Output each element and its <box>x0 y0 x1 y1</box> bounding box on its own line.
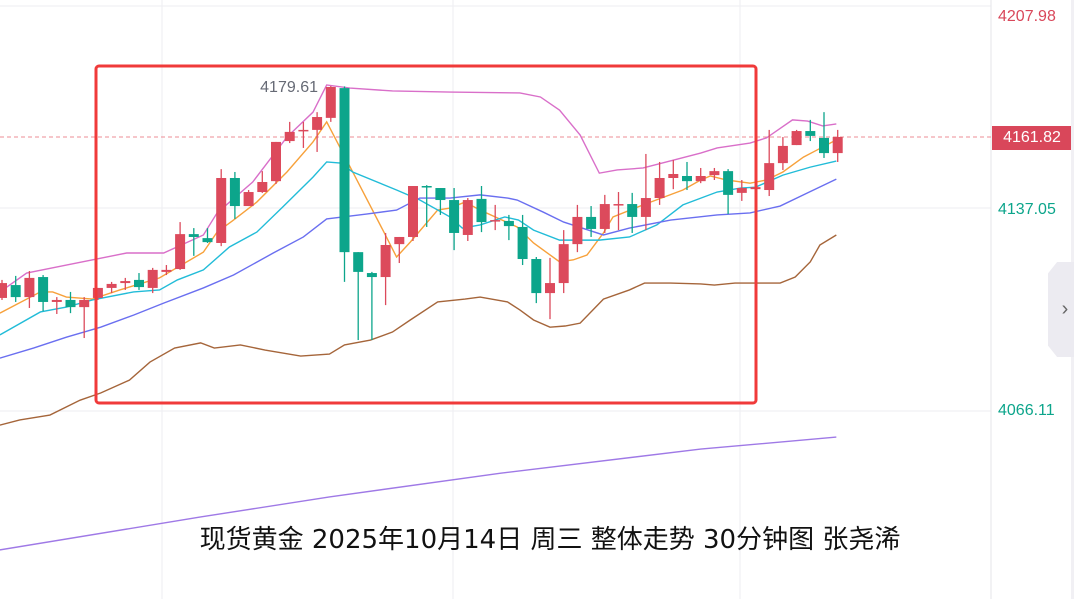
candle-body <box>627 204 638 217</box>
candle-body <box>695 175 706 182</box>
candle-body <box>147 269 158 288</box>
candle-body <box>134 279 144 288</box>
candle-body <box>449 200 460 233</box>
indicator-line <box>0 436 837 551</box>
candle-body <box>668 173 679 178</box>
candle-body <box>10 285 21 298</box>
candle-body <box>216 177 227 243</box>
candle-body <box>723 171 734 195</box>
candle-body <box>175 234 186 270</box>
candle-body <box>106 283 117 288</box>
candle-body <box>805 131 816 136</box>
candle-body <box>92 287 103 298</box>
candle-body <box>709 171 720 176</box>
candle-body <box>517 226 528 260</box>
price-axis-label: 4137.05 <box>998 201 1056 218</box>
candle-body <box>558 244 569 284</box>
last-price-badge: 4161.82 <box>992 126 1072 150</box>
candle-body <box>257 182 268 193</box>
candle-body <box>284 131 295 142</box>
candle-body <box>421 186 432 188</box>
candle-body <box>736 188 747 193</box>
candle-body <box>819 137 829 154</box>
candle-body <box>202 238 213 243</box>
candle-body <box>503 220 514 227</box>
candle-body <box>353 252 364 272</box>
candle-body <box>586 216 597 229</box>
candle-body <box>408 186 418 237</box>
candle-body <box>394 236 405 245</box>
candle-body <box>640 198 651 217</box>
chevron-right-icon: › <box>1061 298 1069 320</box>
candle-body <box>435 188 446 201</box>
high-price-annotation: 4179.61 <box>260 79 318 96</box>
indicator-line <box>0 234 837 426</box>
candle-body <box>51 299 62 302</box>
candle-body <box>599 204 610 229</box>
candle-body <box>229 177 240 207</box>
candle-body <box>462 200 473 235</box>
candle-body <box>339 88 350 253</box>
candle-body <box>312 117 323 130</box>
candle-body <box>271 141 281 182</box>
candle-body <box>380 244 391 278</box>
price-axis-label: 4066.11 <box>998 402 1055 419</box>
candle-body <box>531 259 542 294</box>
candle-body <box>654 177 665 199</box>
candle-body <box>24 277 35 298</box>
candle-body <box>476 198 487 223</box>
candle-body <box>188 234 199 237</box>
candle-body <box>682 175 692 182</box>
candle-body <box>161 269 172 272</box>
highlight-box <box>94 64 758 405</box>
candle-body <box>366 273 377 278</box>
expand-panel-button[interactable]: › <box>1048 262 1074 357</box>
candle-body <box>120 281 131 284</box>
candle-body <box>79 299 90 308</box>
candle-body <box>0 283 7 298</box>
indicator-line <box>0 84 837 293</box>
candle-body <box>38 277 49 302</box>
candle-body <box>298 129 309 132</box>
candle-body <box>572 216 583 245</box>
candle-body <box>764 163 775 191</box>
candle-body <box>243 192 254 207</box>
chart-caption: 现货黄金 2025年10月14日 周三 整体走势 30分钟图 张尧浠 <box>199 525 901 555</box>
price-axis-label: 4207.98 <box>998 8 1056 25</box>
candle-body <box>791 131 802 146</box>
candle-body <box>490 220 501 222</box>
candle-body <box>65 299 76 308</box>
candle-body <box>325 86 336 118</box>
candle-body <box>777 145 788 164</box>
candle-body <box>613 204 624 206</box>
candle-body <box>545 283 555 294</box>
candle-body <box>832 137 843 154</box>
indicator-line <box>0 160 837 336</box>
indicator-line <box>0 178 837 359</box>
